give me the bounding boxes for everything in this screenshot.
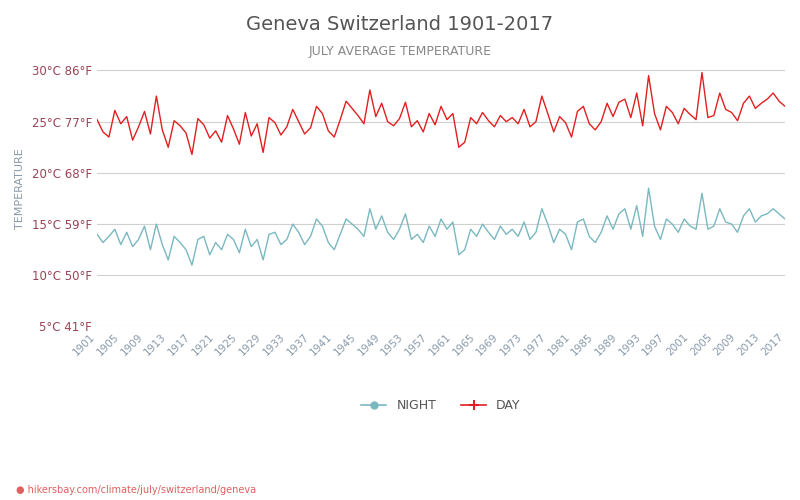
Text: ● hikersbay.com/climate/july/switzerland/geneva: ● hikersbay.com/climate/july/switzerland…	[16, 485, 256, 495]
Text: Geneva Switzerland 1901-2017: Geneva Switzerland 1901-2017	[246, 15, 554, 34]
Y-axis label: TEMPERATURE: TEMPERATURE	[15, 148, 25, 228]
Text: JULY AVERAGE TEMPERATURE: JULY AVERAGE TEMPERATURE	[309, 45, 491, 58]
Legend: NIGHT, DAY: NIGHT, DAY	[356, 394, 526, 417]
